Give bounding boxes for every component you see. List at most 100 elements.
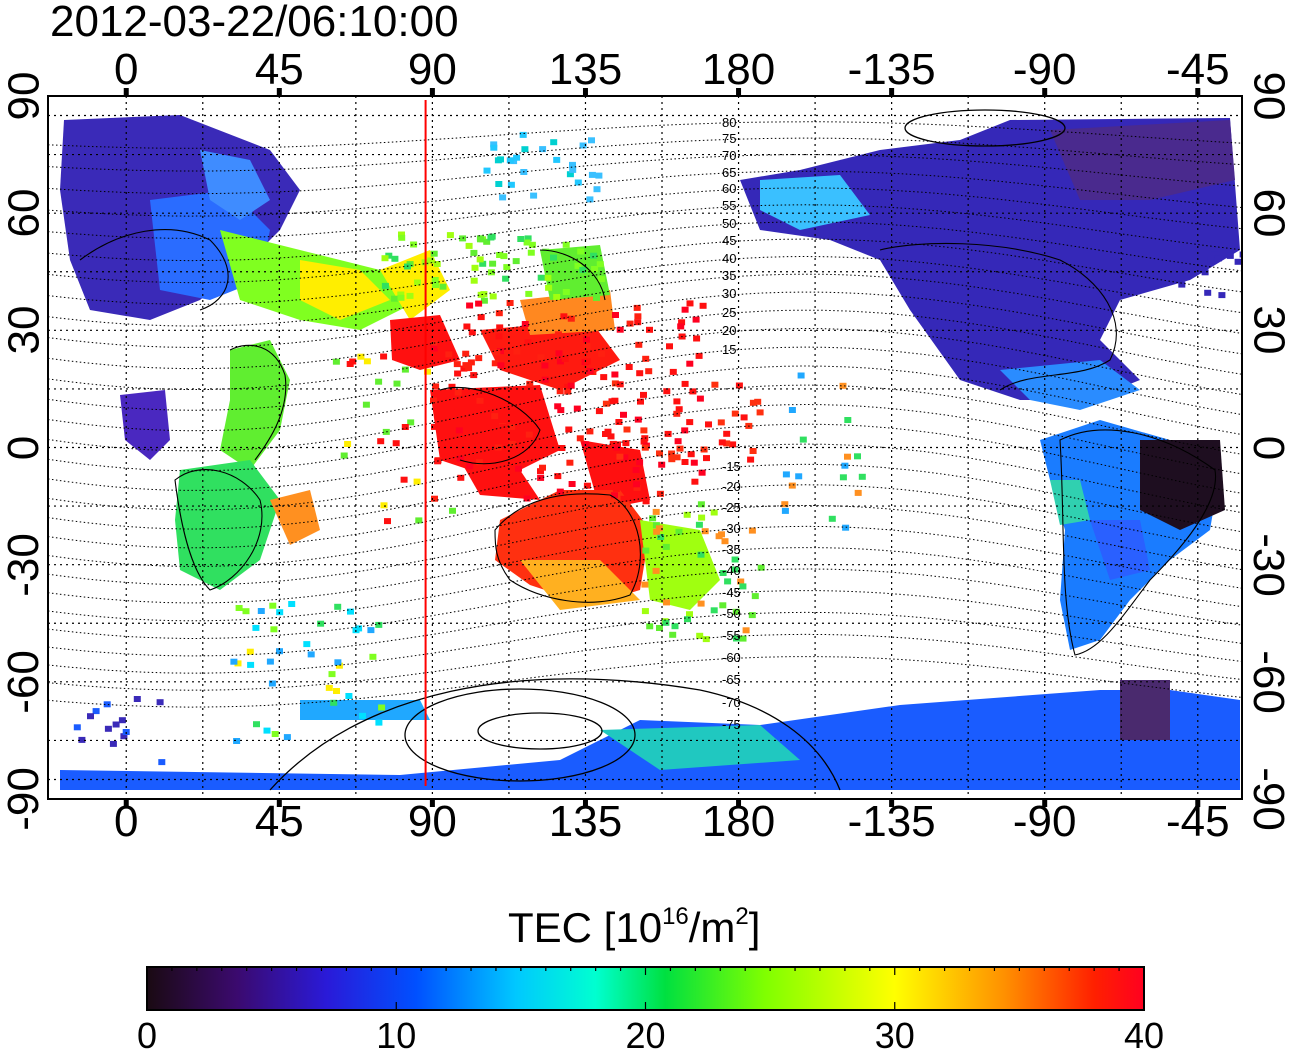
tec-pixel <box>431 277 439 283</box>
tec-pixel <box>470 277 478 284</box>
tec-pixel <box>781 507 789 514</box>
lat-tick-label-right: 30 <box>1243 305 1292 355</box>
contour-line <box>48 484 1242 567</box>
tec-pixel <box>686 419 694 426</box>
tec-pixel <box>252 624 260 631</box>
tec-pixel <box>616 381 624 388</box>
tec-pixel <box>476 397 484 404</box>
tec-pixel <box>649 515 657 522</box>
tec-pixel <box>479 260 487 267</box>
tec-pixel <box>87 713 94 720</box>
tec-pixel <box>698 469 706 476</box>
map-frame <box>47 95 1243 800</box>
tec-pixel <box>437 342 445 349</box>
lat-tick-label-left: 0 <box>0 435 49 460</box>
tec-pixel <box>363 358 371 365</box>
tec-pixel <box>621 454 629 461</box>
tec-pixel <box>698 514 706 521</box>
tec-pixel <box>564 388 572 395</box>
tec-pixel <box>583 482 591 489</box>
tec-pixel <box>524 339 532 346</box>
tec-pixel <box>506 157 514 164</box>
tec-pixel <box>597 276 605 283</box>
tec-pixel <box>640 427 648 434</box>
tec-pixel <box>257 608 265 614</box>
tec-pixel <box>684 616 691 623</box>
tec-pixel <box>602 400 610 407</box>
tec-pixel <box>1226 252 1234 259</box>
tec-pixel <box>673 454 681 461</box>
tec-pixel <box>634 319 642 326</box>
contour-line <box>48 463 1242 549</box>
contour-label: -25 <box>722 499 741 515</box>
tec-pixel <box>517 236 525 242</box>
tec-pixel <box>609 440 617 447</box>
tec-pixel <box>78 736 86 743</box>
tec-pixel <box>489 293 497 300</box>
tec-pixel <box>754 398 762 405</box>
tec-pixel <box>455 399 462 405</box>
contour-label: -40 <box>722 563 741 579</box>
tec-pixel <box>568 481 576 487</box>
contour-line <box>48 137 1242 172</box>
tec-pixel <box>537 468 544 475</box>
tec-pixel <box>724 578 732 585</box>
tec-pixel <box>612 312 619 318</box>
tec-pixel <box>641 581 649 588</box>
tec-pixel <box>507 181 515 188</box>
tec-pixel <box>742 627 750 634</box>
tec-pixel <box>692 316 700 323</box>
tec-pixel <box>678 319 686 326</box>
tec-pixel <box>550 254 557 261</box>
tec-pixel <box>657 534 665 540</box>
contour-label: 50 <box>722 215 737 231</box>
tec-pixel <box>462 362 470 369</box>
tec-pixel <box>445 351 453 358</box>
tec-pixel <box>233 738 241 744</box>
tec-pixel <box>468 329 476 336</box>
lat-tick-label-left: 30 <box>0 305 48 355</box>
contour-label: 20 <box>722 322 737 338</box>
tec-pixel <box>795 473 803 480</box>
tec-pixel <box>695 521 703 528</box>
tec-pixel <box>844 453 851 460</box>
tec-pixel <box>542 248 550 255</box>
tec-pixel <box>375 378 383 385</box>
tec-scatter-pixels <box>73 131 1242 766</box>
tec-pixel <box>466 302 474 309</box>
tec-pixel <box>703 455 710 462</box>
lat-tick-label-right: 0 <box>1244 435 1292 460</box>
tec-pixel <box>378 704 386 711</box>
tec-pixel <box>475 300 483 307</box>
tec-pixel <box>283 734 291 741</box>
tec-pixel <box>276 648 283 655</box>
tec-pixel <box>483 238 491 245</box>
tec-pixel <box>508 423 516 430</box>
tec-pixel <box>430 345 438 352</box>
tec-pixel <box>471 264 479 271</box>
lon-tick-label-top: -90 <box>1012 45 1077 94</box>
tec-pixel <box>462 350 470 357</box>
tec-pixel <box>1218 292 1226 299</box>
tec-pixel <box>344 441 352 447</box>
contour-line <box>48 221 1242 284</box>
lat-tick-label-right: 60 <box>1243 188 1292 238</box>
tec-pixel <box>500 253 508 260</box>
tec-pixel <box>616 326 624 333</box>
tec-pixel <box>553 156 561 163</box>
tec-pixel <box>560 313 568 320</box>
tec-pixel <box>495 181 503 187</box>
tec-pixel <box>562 289 570 295</box>
tec-pixel <box>611 371 619 378</box>
contour-line <box>48 403 1242 491</box>
tec-pixel <box>434 336 442 343</box>
tec-pixel <box>554 403 562 410</box>
contour-label: -20 <box>722 479 741 495</box>
tec-pixel <box>476 235 484 242</box>
lon-tick-label-top: -135 <box>847 45 936 94</box>
lat-tick-label-left: -90 <box>0 767 48 831</box>
tec-pixel <box>695 352 703 359</box>
tec-pixel <box>449 507 456 514</box>
tec-pixel <box>554 331 562 338</box>
